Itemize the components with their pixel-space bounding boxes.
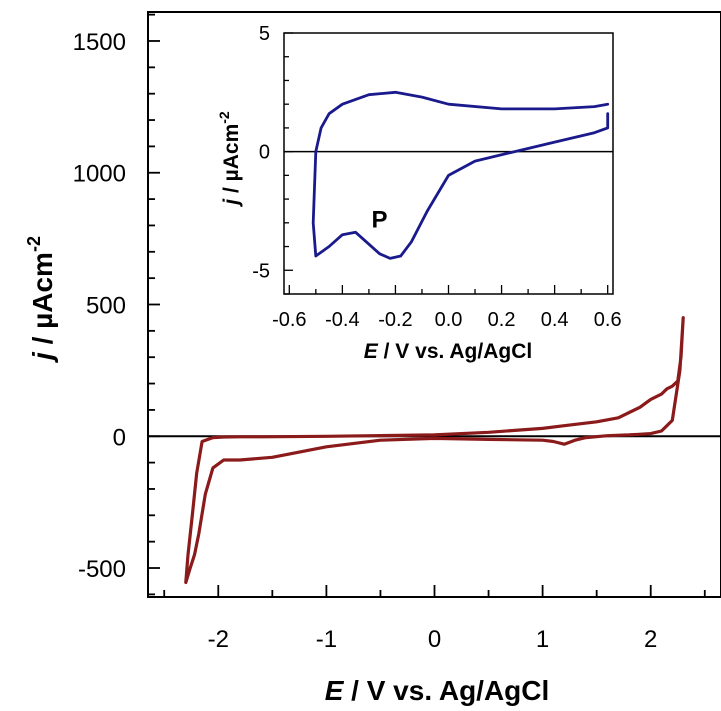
inset-y-axis-label-sup: -2 bbox=[216, 111, 232, 124]
main-x-tick-label: -2 bbox=[208, 626, 229, 653]
inset-y-axis-label-italic: j bbox=[220, 198, 243, 208]
inset-annotations: P bbox=[372, 207, 388, 234]
inset-x-tick-label: 0.2 bbox=[488, 309, 516, 331]
inset-x-axis-label-text: / V vs. Ag/AgCl bbox=[378, 340, 532, 363]
inset-x-axis-label: E / V vs. Ag/AgCl bbox=[364, 340, 532, 363]
main-x-tick-label: 0 bbox=[428, 626, 441, 653]
inset-plot: -0.6 -0.4 -0.2 0.0 0.2 0.4 0.6 -5 0 5 P E / V vs.… bbox=[216, 23, 622, 363]
main-x-axis-label-text: / V vs. Ag/AgCl bbox=[343, 675, 549, 706]
inset-series bbox=[311, 90, 610, 260]
main-y-tick-label: 0 bbox=[113, 424, 126, 451]
main-plot: -2 -1 0 1 2 -500 0 500 1000 1500 E / V vs. Ag/AgC… bbox=[24, 11, 721, 706]
inset-y-tick-label: -5 bbox=[252, 260, 270, 282]
inset-x-tick-label: 0.0 bbox=[435, 309, 463, 331]
inset-x-tick-label: -0.4 bbox=[325, 309, 359, 331]
inset-x-tick-label: 0.4 bbox=[541, 309, 569, 331]
inset-series-line bbox=[311, 90, 610, 260]
inset-y-tick-label: 5 bbox=[259, 23, 270, 45]
main-ticks: -2 -1 0 1 2 -500 0 500 1000 1500 bbox=[73, 13, 706, 653]
main-series bbox=[184, 316, 685, 585]
main-y-axis-label-italic: j bbox=[27, 351, 58, 364]
main-y-axis-label-sup: -2 bbox=[24, 236, 44, 252]
main-y-axis-label: j / µAcm-2 bbox=[24, 236, 58, 364]
main-y-axis-label-text: / µAcm bbox=[27, 252, 58, 352]
inset-x-axis-label-italic: E bbox=[364, 340, 379, 363]
inset-y-tick-label: 0 bbox=[259, 142, 270, 164]
main-x-axis-label-italic: E bbox=[325, 675, 345, 706]
inset-plot-frame bbox=[283, 32, 614, 295]
main-x-tick-label: 1 bbox=[536, 626, 549, 653]
inset-x-tick-label: 0.6 bbox=[594, 309, 622, 331]
main-y-tick-label: 500 bbox=[86, 293, 126, 320]
inset-x-tick-label: -0.2 bbox=[378, 309, 412, 331]
inset-annotation-label: P bbox=[372, 207, 388, 234]
inset-ticks: -0.6 -0.4 -0.2 0.0 0.2 0.4 0.6 -5 0 5 bbox=[252, 23, 621, 331]
main-y-tick-label: -500 bbox=[78, 556, 126, 583]
inset-x-tick-label: -0.6 bbox=[272, 309, 306, 331]
main-x-tick-label: -1 bbox=[316, 626, 337, 653]
inset-y-axis-label-text: / µAcm bbox=[220, 124, 243, 199]
main-x-axis-label: E / V vs. Ag/AgCl bbox=[325, 675, 550, 706]
main-y-tick-label: 1500 bbox=[73, 29, 126, 56]
main-series-line bbox=[184, 316, 685, 585]
main-x-tick-label: 2 bbox=[644, 626, 657, 653]
main-y-tick-label: 1000 bbox=[73, 161, 126, 188]
inset-y-axis-label: j / µAcm-2 bbox=[216, 111, 243, 208]
